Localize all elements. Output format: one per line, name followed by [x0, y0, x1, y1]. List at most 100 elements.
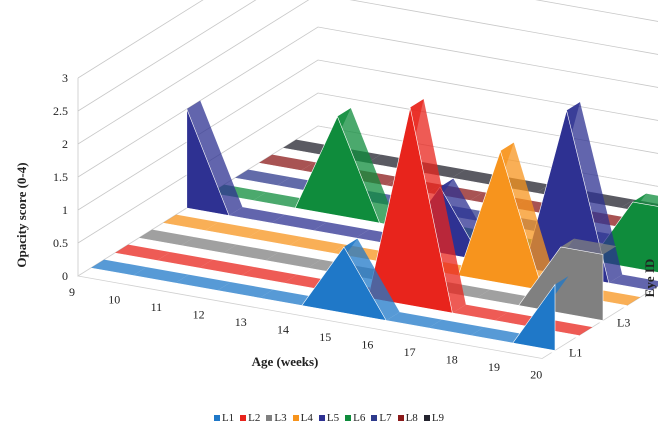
z-axis-title: Eye ID: [642, 259, 657, 298]
gridline: [77, 0, 204, 79]
x-tick-label: 16: [361, 338, 373, 352]
x-tick-label: 17: [404, 345, 416, 359]
series-top-l1: [428, 319, 485, 336]
series-top-l1: [217, 282, 274, 298]
series-top-l3: [560, 238, 617, 255]
gridline: [77, 26, 658, 178]
series-layer: [90, 99, 658, 354]
series-top-l2: [410, 99, 466, 313]
legend-item: L8: [397, 412, 418, 424]
series-top-l2: [452, 304, 509, 321]
gridline: [77, 59, 658, 211]
legend-item: L7: [371, 412, 392, 424]
series-top-l3: [181, 237, 237, 253]
series-top-l3: [265, 252, 322, 268]
z-tick-label: L3: [617, 316, 630, 330]
series-top-l4: [247, 229, 303, 246]
legend-item: L9: [423, 412, 445, 424]
series-top-l1: [386, 312, 442, 328]
x-tick-label: 20: [530, 368, 542, 382]
x-tick-labels: 9 10 11 12 13 14 15 16 17 18 19 20: [69, 285, 542, 382]
legend-item: L3: [266, 412, 287, 424]
gridline: [77, 0, 658, 145]
series-top-l4: [500, 142, 557, 291]
legend-swatch: [345, 415, 352, 421]
legend-swatch: [266, 415, 273, 421]
y-axis-title: Opacity score (0-4): [14, 162, 29, 267]
z-tick-labels: L1L3L5L7L9: [569, 316, 630, 360]
series-top-l1: [175, 274, 231, 291]
series-top-l1: [259, 289, 316, 306]
gridline: [77, 0, 658, 112]
y-tick-labels: 0 0.5 1 1.5 2 2.5 3: [53, 71, 68, 283]
series-top-l4: [289, 237, 346, 253]
series-area-l1: [90, 246, 556, 351]
legend-label: L7: [379, 412, 392, 424]
series-top-l3: [223, 244, 279, 261]
x-tick-label: 12: [193, 308, 205, 322]
series-top-l3: [138, 229, 195, 246]
legend-item: L5: [318, 412, 340, 424]
x-tick-label: 9: [69, 285, 75, 299]
gridline: [77, 92, 658, 244]
legend-swatch: [397, 415, 404, 421]
series-top-l1: [470, 327, 527, 343]
series-top-l2: [199, 259, 255, 276]
y-tick-label: 1.5: [53, 170, 68, 184]
legend-label: L2: [248, 412, 261, 424]
series-top-l4: [205, 222, 261, 238]
series-top-l5: [271, 214, 327, 231]
legend-swatch: [423, 415, 430, 421]
series-top-l1: [133, 267, 189, 283]
legend-label: L3: [274, 412, 287, 424]
legend-swatch: [292, 415, 299, 421]
series-top-l1: [90, 259, 147, 276]
y-tick-label: 1: [62, 203, 68, 217]
x-tick-label: 11: [151, 300, 163, 314]
x-tick-label: 14: [277, 323, 289, 337]
series-top-l6: [337, 108, 394, 223]
y-tick-label: 0.5: [53, 236, 68, 250]
legend-label: L9: [431, 412, 445, 424]
z-tick-label: L1: [569, 346, 582, 360]
y-tick-label: 2.5: [53, 104, 68, 118]
x-tick-label: 10: [108, 293, 120, 307]
series-top-l6: [253, 192, 309, 208]
series-top-l5: [608, 274, 658, 291]
series-l1: [90, 238, 569, 354]
legend-swatch: [240, 415, 247, 421]
legend-label: L8: [405, 412, 418, 424]
series-top-l3: [476, 289, 533, 306]
legend-swatch: [318, 415, 325, 421]
series-top-l5: [186, 100, 243, 216]
series-separator: [90, 268, 556, 354]
legend-label: L5: [326, 412, 340, 424]
series-top-l2: [241, 267, 298, 283]
y-tick-label: 3: [62, 71, 68, 85]
series-top-l5: [313, 222, 370, 238]
legend-swatch: [213, 415, 220, 421]
x-tick-label: 15: [319, 330, 331, 344]
series-top-l2: [157, 252, 213, 268]
legend-item: L1: [213, 412, 235, 424]
series-top-l4: [162, 214, 219, 231]
legend-swatch: [371, 415, 378, 421]
legend-item: L6: [345, 412, 365, 424]
x-axis-title: Age (weeks): [252, 354, 319, 369]
series-top-l5: [229, 207, 285, 223]
series-top-l5: [566, 102, 623, 283]
y-tick-label: 0: [62, 269, 68, 283]
series-top-l1: [344, 238, 400, 321]
x-tick-label: 13: [235, 315, 247, 329]
legend-label: L4: [300, 412, 313, 424]
y-tick-label: 2: [62, 137, 68, 151]
series-top-l7: [234, 169, 291, 186]
series-top-l6: [632, 193, 658, 207]
legend-item: L2: [240, 412, 260, 424]
legend-label: L1: [221, 412, 235, 424]
legend-label: L6: [353, 412, 366, 424]
x-tick-label: 19: [488, 360, 500, 374]
x-tick-label: 18: [446, 353, 458, 367]
legend-item: L4: [292, 412, 313, 424]
